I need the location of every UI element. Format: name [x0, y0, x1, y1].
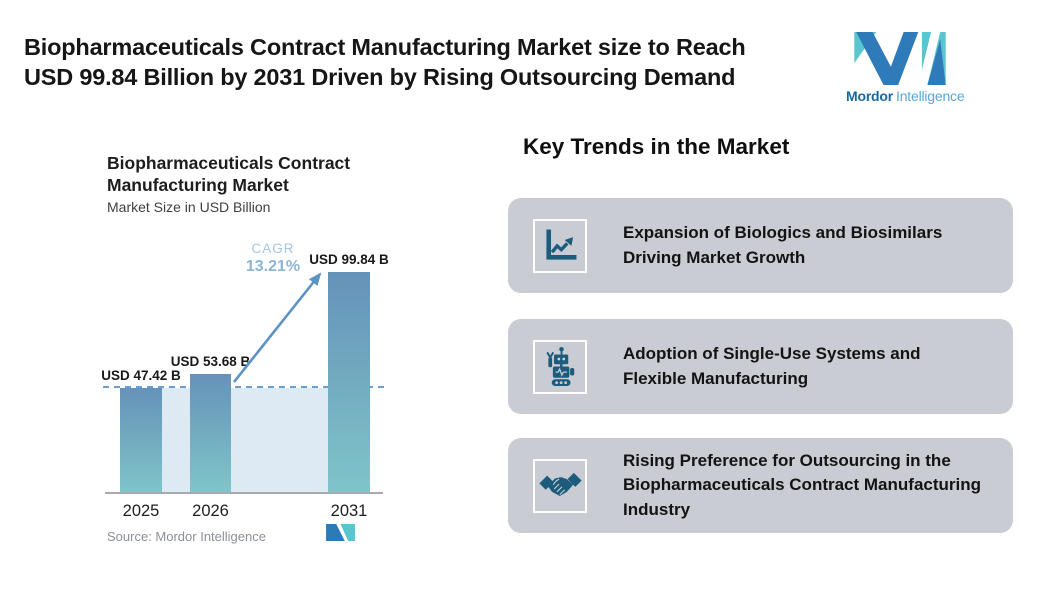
x-axis-label-2031: 2031 [330, 502, 368, 520]
brand-name-light: Intelligence [896, 88, 965, 104]
x-axis-label-2026: 2026 [192, 502, 229, 520]
chart-title-line1: Biopharmaceuticals Contract [107, 153, 351, 173]
cagr-annotation: CAGR 13.21% [231, 241, 315, 276]
mordor-intelligence-logo: Mordor Intelligence [846, 32, 965, 104]
page-title: Biopharmaceuticals Contract Manufacturin… [24, 32, 834, 92]
bar-value-label: USD 53.68 B [170, 353, 251, 369]
trend-text: Rising Preference for Outsourcing in the… [623, 450, 982, 519]
brand-name: Mordor Intelligence [846, 88, 965, 104]
x-axis-line [105, 492, 383, 494]
chart-subtitle: Market Size in USD Billion [107, 199, 271, 215]
bar-rect-2026 [190, 373, 231, 492]
source-attribution: Source: Mordor Intelligence [107, 529, 266, 544]
trend-text: Expansion of Biologics and Biosimilars D… [623, 223, 943, 267]
icon-tile [533, 458, 587, 513]
trend-card-single-use-systems: Adoption of Single-Use Systems and Flexi… [508, 319, 1013, 414]
icon-tile [533, 218, 587, 273]
bar-rect-2025 [120, 387, 162, 492]
mordor-mini-logo-icon [326, 524, 355, 541]
icon-tile [533, 339, 587, 394]
key-trends-heading: Key Trends in the Market [523, 134, 790, 159]
robot-icon [546, 347, 575, 386]
handshake-icon [538, 472, 582, 497]
trend-text: Adoption of Single-Use Systems and Flexi… [623, 344, 921, 388]
trend-card-biologics: Expansion of Biologics and Biosimilars D… [508, 198, 1013, 293]
page-title-line2: USD 99.84 Billion by 2031 Driven by Risi… [24, 64, 736, 90]
brand-name-bold: Mordor [846, 88, 894, 104]
chart-title-line2: Manufacturing Market [107, 175, 289, 195]
growth-chart-icon [545, 229, 576, 260]
page-title-line1: Biopharmaceuticals Contract Manufacturin… [24, 34, 746, 60]
x-axis-label-2025: 2025 [122, 502, 160, 520]
trend-card-outsourcing: Rising Preference for Outsourcing in the… [508, 438, 1013, 533]
bar-rect-2031 [328, 272, 370, 492]
chart-title: Biopharmaceuticals Contract Manufacturin… [107, 152, 350, 196]
baseline-dashed-line [103, 385, 385, 388]
bar-value-label: USD 47.42 B [101, 367, 181, 383]
cagr-label: CAGR [251, 241, 295, 256]
market-size-chart: Biopharmaceuticals Contract Manufacturin… [90, 130, 420, 575]
cagr-value: 13.21% [245, 258, 301, 275]
bar-value-label: USD 99.84 B [309, 252, 389, 268]
mordor-logo-icon [854, 32, 946, 85]
